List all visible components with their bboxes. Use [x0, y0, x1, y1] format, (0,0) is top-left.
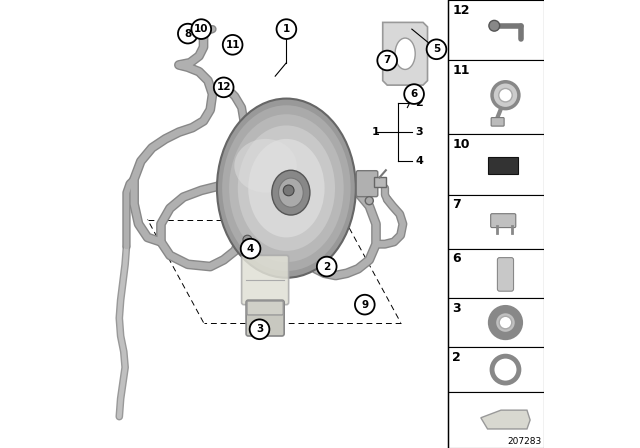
- Text: 1: 1: [283, 24, 290, 34]
- Circle shape: [191, 19, 211, 39]
- Circle shape: [492, 356, 519, 383]
- Text: 7: 7: [452, 198, 461, 211]
- Text: 2: 2: [452, 351, 461, 364]
- Circle shape: [284, 185, 294, 196]
- Circle shape: [241, 239, 260, 258]
- Circle shape: [427, 39, 446, 59]
- Text: 11: 11: [452, 64, 470, 77]
- Polygon shape: [481, 410, 530, 429]
- Circle shape: [378, 51, 397, 70]
- Text: 8: 8: [184, 29, 191, 39]
- FancyBboxPatch shape: [242, 255, 289, 305]
- Text: 4: 4: [415, 156, 423, 166]
- Bar: [448, 195, 544, 249]
- Bar: [448, 60, 544, 134]
- Text: 1: 1: [371, 127, 380, 137]
- Bar: [448, 298, 544, 347]
- Text: 5: 5: [433, 44, 440, 54]
- Text: 10: 10: [194, 24, 209, 34]
- Circle shape: [492, 309, 519, 336]
- Text: 9: 9: [361, 300, 369, 310]
- Circle shape: [355, 295, 374, 314]
- FancyBboxPatch shape: [491, 214, 516, 228]
- Text: 6: 6: [452, 252, 461, 265]
- Circle shape: [250, 319, 269, 339]
- FancyBboxPatch shape: [491, 118, 504, 126]
- Text: 12: 12: [452, 4, 470, 17]
- Text: 3: 3: [415, 127, 423, 137]
- Circle shape: [404, 84, 424, 104]
- Circle shape: [499, 316, 512, 329]
- Ellipse shape: [272, 170, 310, 215]
- Circle shape: [492, 82, 519, 109]
- Text: 3: 3: [452, 302, 461, 314]
- Text: 11: 11: [225, 40, 240, 50]
- Text: 207283: 207283: [508, 437, 541, 446]
- Text: 3: 3: [256, 324, 263, 334]
- Ellipse shape: [222, 105, 351, 271]
- Text: 2: 2: [415, 98, 423, 108]
- Polygon shape: [383, 22, 428, 85]
- Text: 10: 10: [452, 138, 470, 151]
- Bar: [448, 134, 544, 195]
- Text: 2: 2: [323, 262, 330, 271]
- Ellipse shape: [229, 114, 344, 262]
- Ellipse shape: [395, 38, 415, 69]
- Circle shape: [317, 257, 337, 276]
- Ellipse shape: [238, 125, 335, 251]
- Text: 7: 7: [383, 56, 391, 65]
- Text: 12: 12: [216, 82, 231, 92]
- Ellipse shape: [217, 99, 356, 278]
- FancyBboxPatch shape: [374, 177, 387, 187]
- Circle shape: [489, 21, 500, 31]
- Circle shape: [499, 89, 512, 102]
- Text: 6: 6: [410, 89, 418, 99]
- Text: 4: 4: [247, 244, 254, 254]
- Circle shape: [276, 19, 296, 39]
- Circle shape: [243, 235, 252, 244]
- Circle shape: [178, 24, 198, 43]
- Ellipse shape: [234, 139, 297, 193]
- Circle shape: [223, 35, 243, 55]
- FancyBboxPatch shape: [246, 300, 284, 336]
- FancyBboxPatch shape: [356, 171, 378, 197]
- Bar: [448, 347, 544, 392]
- FancyBboxPatch shape: [497, 258, 513, 291]
- Ellipse shape: [365, 197, 373, 205]
- Bar: [448, 249, 544, 298]
- Ellipse shape: [248, 139, 324, 237]
- Bar: [488, 158, 518, 174]
- Bar: [448, 0, 544, 60]
- Ellipse shape: [278, 178, 303, 207]
- Circle shape: [214, 78, 234, 97]
- FancyBboxPatch shape: [247, 301, 284, 315]
- Bar: [448, 392, 544, 448]
